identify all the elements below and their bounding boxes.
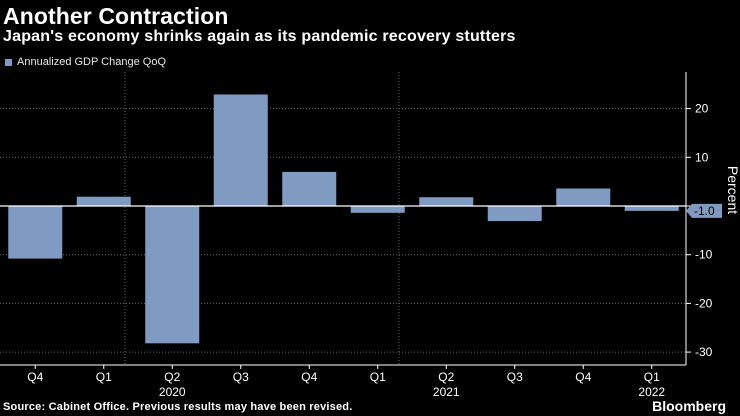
x-tick-label-0: Q4 bbox=[27, 370, 43, 384]
x-tick-label-8: Q4 bbox=[575, 370, 591, 384]
legend-swatch bbox=[5, 58, 12, 66]
x-year-label-1: 2021 bbox=[433, 385, 460, 399]
bar-7 bbox=[487, 206, 542, 222]
x-tick-label-2: Q2 bbox=[164, 370, 180, 384]
last-value-label: -1.0 bbox=[694, 204, 715, 218]
x-tick-label-7: Q3 bbox=[507, 370, 523, 384]
x-tick-label-1: Q1 bbox=[96, 370, 112, 384]
bloomberg-logo: Bloomberg bbox=[652, 398, 726, 414]
x-tick-label-6: Q2 bbox=[438, 370, 454, 384]
bar-8 bbox=[556, 188, 611, 206]
bar-3 bbox=[213, 94, 268, 206]
bar-6 bbox=[419, 197, 474, 206]
x-tick-label-5: Q1 bbox=[370, 370, 386, 384]
y-tick-label-0: 20 bbox=[695, 102, 709, 116]
bar-2 bbox=[145, 206, 200, 344]
x-tick-label-4: Q4 bbox=[301, 370, 317, 384]
bar-5 bbox=[350, 206, 405, 213]
y-tick-label-5: -30 bbox=[695, 345, 713, 359]
chart-title: Another Contraction bbox=[3, 3, 229, 29]
x-tick-label-3: Q3 bbox=[233, 370, 249, 384]
y-axis-title: Percent bbox=[725, 166, 740, 214]
bar-9 bbox=[624, 206, 679, 211]
chart-subtitle: Japan's economy shrinks again as its pan… bbox=[3, 28, 516, 45]
y-tick-label-1: 10 bbox=[695, 150, 709, 164]
last-value-badge bbox=[686, 203, 722, 218]
y-tick-label-4: -20 bbox=[695, 296, 713, 310]
x-year-label-2: 2022 bbox=[638, 385, 665, 399]
legend-label: Annualized GDP Change QoQ bbox=[17, 56, 166, 68]
bar-0 bbox=[8, 206, 63, 259]
bar-4 bbox=[282, 171, 337, 206]
legend: Annualized GDP Change QoQ bbox=[5, 56, 166, 68]
source-note: Source: Cabinet Office. Previous results… bbox=[3, 401, 353, 413]
bar-1 bbox=[76, 196, 131, 206]
y-tick-label-3: -10 bbox=[695, 248, 713, 262]
x-year-label-0: 2020 bbox=[159, 385, 186, 399]
x-tick-label-9: Q1 bbox=[644, 370, 660, 384]
